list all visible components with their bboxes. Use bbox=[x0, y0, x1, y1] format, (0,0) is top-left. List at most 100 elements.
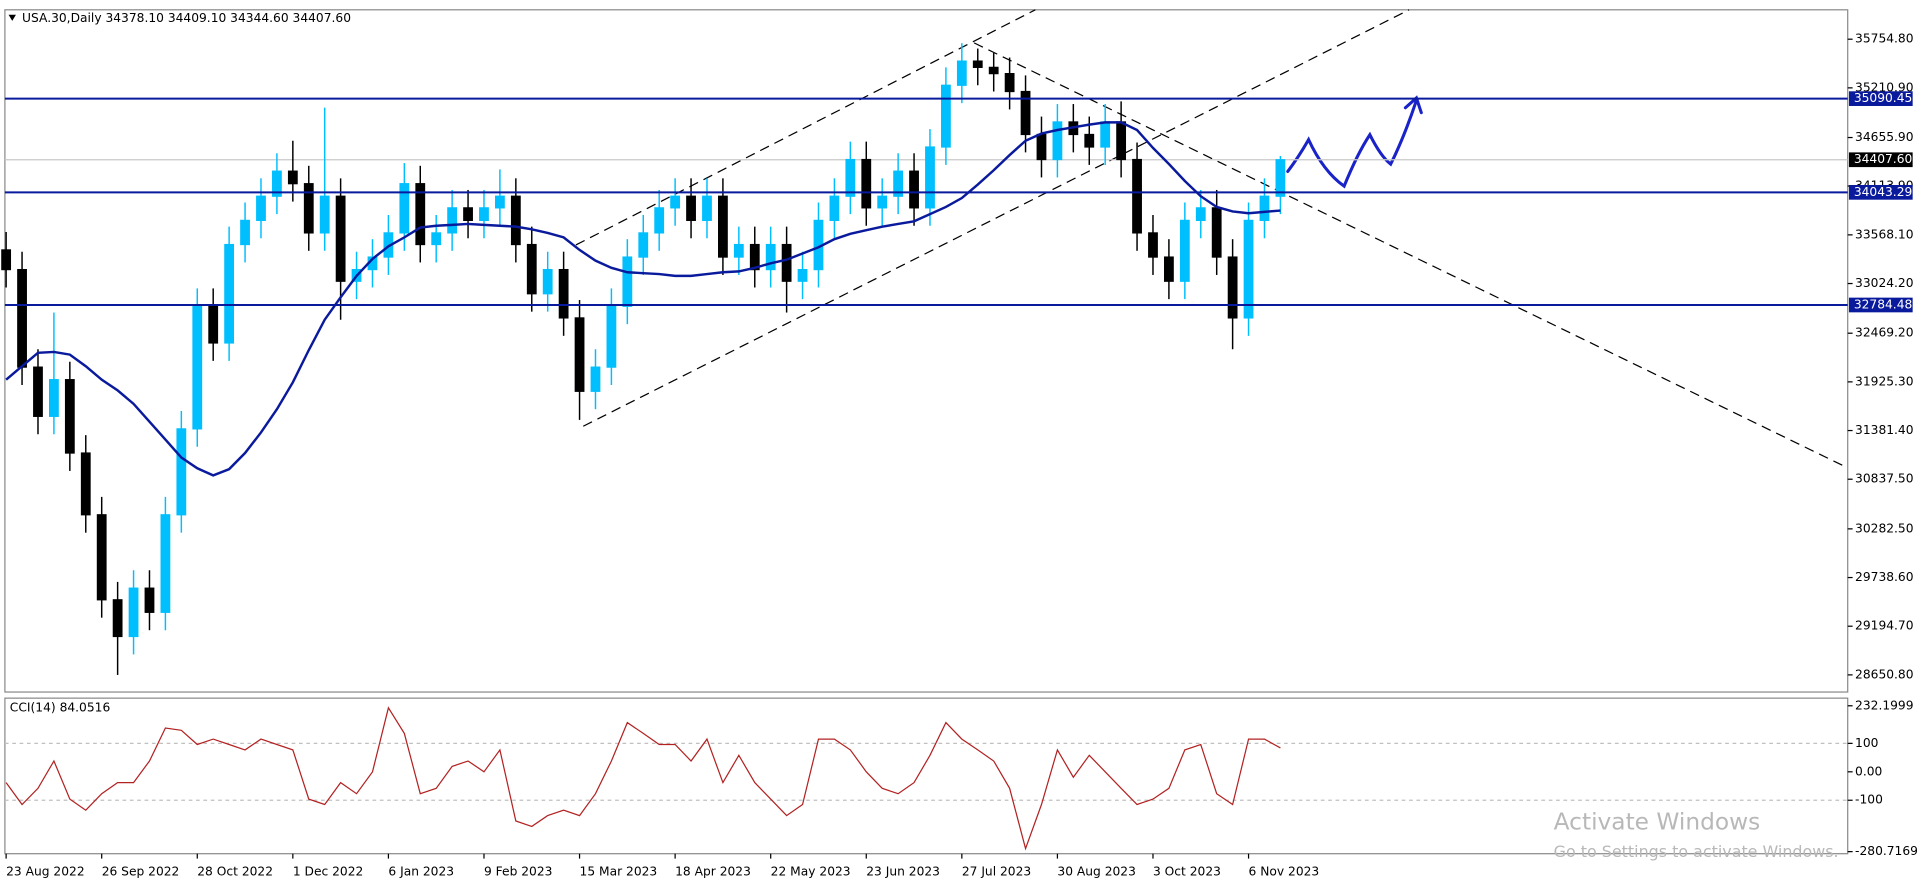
candle-body bbox=[622, 256, 633, 307]
candle-body bbox=[590, 366, 601, 392]
level-label-box bbox=[1848, 91, 1913, 106]
x-tick-label: 6 Jan 2023 bbox=[388, 865, 454, 879]
candle-body bbox=[272, 170, 282, 197]
level-label-box bbox=[1848, 297, 1913, 313]
x-tick-label: 27 Jul 2023 bbox=[962, 865, 1031, 879]
y-tick-label: 28650.80 bbox=[1855, 667, 1913, 681]
candle-body bbox=[733, 243, 744, 258]
candle-body bbox=[909, 170, 919, 209]
y-tick-label: 100 bbox=[1855, 736, 1878, 750]
y-tick-label: 34655.90 bbox=[1855, 130, 1913, 144]
y-tick-label: 35754.80 bbox=[1855, 32, 1913, 46]
x-tick-label: 22 May 2023 bbox=[771, 865, 851, 879]
candle-body bbox=[399, 183, 410, 234]
y-tick-label: 30282.50 bbox=[1855, 521, 1913, 535]
candle-body bbox=[988, 66, 999, 75]
watermark-title: Activate Windows bbox=[1554, 809, 1761, 836]
x-tick-label: 15 Mar 2023 bbox=[580, 865, 658, 879]
candle-body bbox=[431, 232, 442, 246]
level-label: 34043.29 bbox=[1854, 185, 1912, 199]
candle-body bbox=[956, 60, 967, 86]
candle-body bbox=[670, 195, 681, 209]
candle-body bbox=[510, 195, 521, 246]
y-tick-label: 32469.20 bbox=[1855, 326, 1913, 340]
candle-body bbox=[319, 195, 330, 234]
candle-body bbox=[526, 243, 537, 295]
x-tick-label: 3 Oct 2023 bbox=[1153, 865, 1221, 879]
drawings bbox=[575, 9, 1848, 469]
candle-body bbox=[829, 195, 840, 221]
candle-body bbox=[1100, 121, 1111, 148]
level-label-box bbox=[1848, 184, 1913, 200]
candle-body bbox=[160, 514, 171, 613]
candle-body bbox=[1116, 121, 1127, 161]
candle-body bbox=[542, 268, 553, 295]
candle-body bbox=[781, 243, 792, 282]
candle-body bbox=[1004, 73, 1015, 93]
candles bbox=[1, 43, 1286, 675]
y-tick-label: -100 bbox=[1855, 793, 1883, 807]
candle-body bbox=[1036, 133, 1047, 161]
candle-body bbox=[749, 243, 760, 271]
candle-body bbox=[49, 379, 59, 417]
candle-body bbox=[765, 243, 776, 271]
chart-title: USA.30,Daily 34378.10 34409.10 34344.60 … bbox=[22, 11, 351, 25]
candle-body bbox=[1259, 195, 1270, 221]
candle-body bbox=[574, 317, 585, 392]
candle-body bbox=[192, 305, 203, 430]
price-label-box bbox=[1848, 152, 1913, 168]
x-tick-label: 26 Sep 2022 bbox=[102, 865, 180, 879]
y-tick-label: 33024.20 bbox=[1855, 276, 1913, 290]
candle-body bbox=[638, 232, 649, 258]
candle-body bbox=[1164, 256, 1174, 282]
candle-body bbox=[1227, 256, 1238, 319]
moving-average bbox=[5, 121, 1281, 477]
candle-body bbox=[463, 207, 473, 221]
candle-body bbox=[1148, 232, 1158, 258]
candle-body bbox=[96, 514, 107, 601]
candle-body bbox=[1179, 219, 1190, 282]
x-tick-label: 23 Jun 2023 bbox=[866, 865, 940, 879]
candle-body bbox=[17, 268, 27, 368]
watermark-subtitle: Go to Settings to activate Windows. bbox=[1554, 842, 1839, 861]
x-tick-label: 9 Feb 2023 bbox=[484, 865, 552, 879]
x-tick-label: 6 Nov 2023 bbox=[1249, 865, 1320, 879]
candle-body bbox=[1195, 207, 1206, 221]
trend-line bbox=[575, 9, 1036, 246]
candle-body bbox=[925, 146, 935, 209]
candle-body bbox=[797, 268, 808, 282]
y-tick-label: 31925.30 bbox=[1855, 374, 1913, 388]
candle-body bbox=[558, 268, 569, 319]
y-tick-label: 30837.50 bbox=[1855, 472, 1913, 486]
x-tick-label: 1 Dec 2022 bbox=[293, 865, 363, 879]
x-tick-label: 18 Apr 2023 bbox=[675, 865, 751, 879]
candle-body bbox=[606, 305, 617, 368]
candle-body bbox=[1275, 159, 1286, 197]
candle-body bbox=[1052, 121, 1063, 161]
candle-body bbox=[941, 84, 951, 148]
candle-body bbox=[479, 207, 489, 221]
y-tick-label: 29194.70 bbox=[1855, 619, 1913, 633]
candle-body bbox=[654, 207, 665, 234]
candle-body bbox=[80, 452, 91, 516]
indicator-panel bbox=[4, 697, 1849, 855]
candle-body bbox=[495, 195, 505, 209]
candle-body bbox=[447, 207, 458, 234]
y-tick-label: -280.7169 bbox=[1855, 844, 1918, 858]
y-tick-label: 35210.90 bbox=[1855, 80, 1913, 94]
menu-arrow[interactable] bbox=[8, 14, 16, 21]
candle-body bbox=[176, 428, 187, 516]
y-tick-label: 29738.60 bbox=[1855, 570, 1913, 584]
candle-body bbox=[224, 243, 235, 344]
price-panel bbox=[4, 9, 1849, 693]
candle-body bbox=[112, 599, 123, 638]
y-tick-label: 232.1999 bbox=[1855, 698, 1913, 712]
trend-line bbox=[973, 42, 1848, 469]
candle-body bbox=[240, 219, 250, 246]
candle-body bbox=[861, 158, 872, 209]
candle-body bbox=[893, 170, 904, 197]
level-label: 32784.48 bbox=[1854, 297, 1912, 311]
